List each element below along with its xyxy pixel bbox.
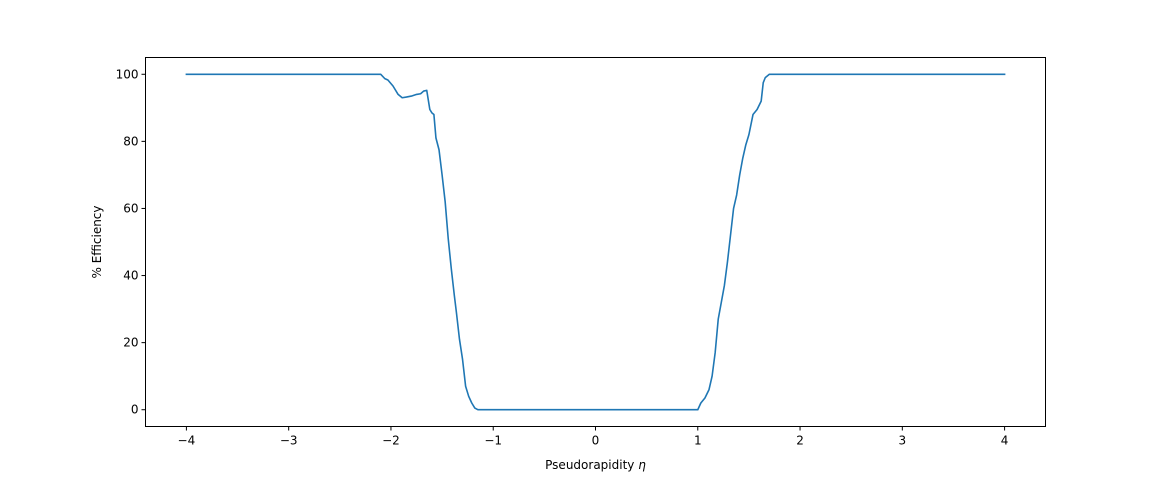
- y-tick-label: 20: [123, 336, 138, 350]
- x-tick-label: 3: [898, 434, 906, 448]
- x-tick-label: −4: [178, 434, 196, 448]
- x-tick-label: −1: [484, 434, 502, 448]
- y-tick-label: 0: [131, 403, 139, 417]
- y-tick-label: 40: [123, 269, 138, 283]
- x-tick-label: 2: [796, 434, 804, 448]
- y-axis-label: % Efficiency: [90, 205, 104, 278]
- x-tick-label: −2: [382, 434, 400, 448]
- y-tick-label: 80: [123, 134, 138, 148]
- x-axis-label-text: Pseudorapidity: [545, 458, 634, 472]
- x-tick-label: 4: [1001, 434, 1009, 448]
- x-axis-label-symbol: η: [638, 458, 646, 472]
- efficiency-series-line: [185, 73, 1006, 411]
- plot-frame: [145, 57, 1046, 427]
- y-tick-label: 60: [123, 201, 138, 215]
- y-tick-label: 100: [116, 67, 139, 81]
- y-axis-ticks: 0 20 40 60 80 100: [116, 67, 146, 417]
- x-tick-label: −3: [280, 434, 298, 448]
- x-tick-label: 1: [694, 434, 702, 448]
- x-tick-label: 0: [592, 434, 600, 448]
- plot-area: [145, 57, 1046, 427]
- x-axis-label: Pseudorapidity η: [545, 458, 646, 472]
- x-axis-ticks: −4 −3 −2 −1 0 1 2 3 4: [178, 426, 1009, 448]
